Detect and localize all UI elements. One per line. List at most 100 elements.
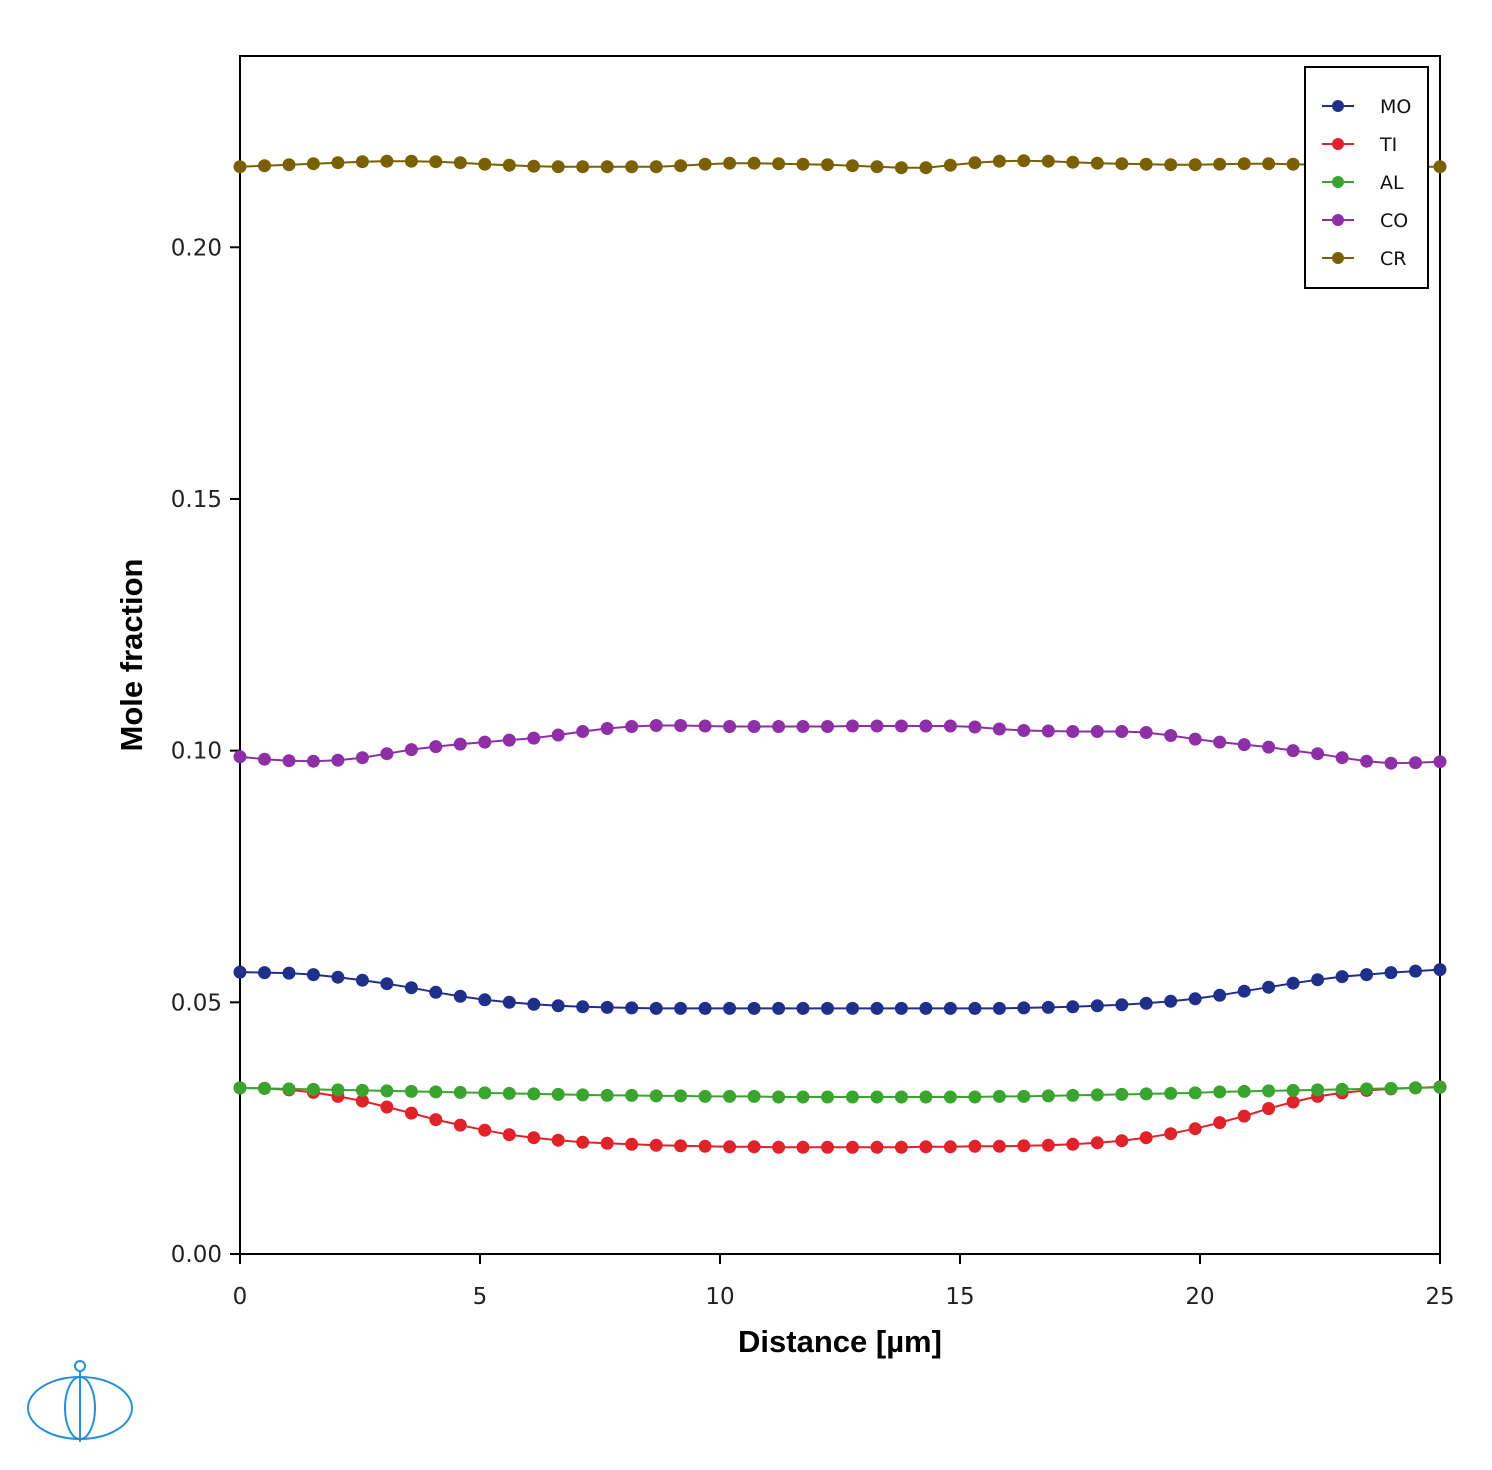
data-point-cr	[968, 156, 982, 170]
data-point-mo	[502, 995, 516, 1009]
data-point-al	[1041, 1089, 1055, 1103]
data-point-al	[772, 1090, 786, 1104]
data-point-mo	[796, 1001, 810, 1015]
data-point-cr	[1188, 158, 1202, 172]
series-line-co	[239, 724, 1441, 765]
data-point-cr	[429, 155, 443, 169]
thermo-calc-logo	[27, 1360, 133, 1442]
data-point-cr	[992, 154, 1006, 168]
data-point-mo	[674, 1001, 688, 1015]
series-layer	[233, 154, 1447, 1154]
data-point-co	[919, 719, 933, 733]
data-point-co	[894, 719, 908, 733]
data-point-al	[968, 1090, 982, 1104]
data-point-mo	[282, 966, 296, 980]
data-point-co	[258, 752, 271, 766]
data-point-mo	[233, 965, 247, 979]
x-axis-title: Distance [µm]	[738, 1324, 942, 1359]
data-point-al	[1360, 1082, 1374, 1096]
legend-marker	[1332, 100, 1344, 112]
data-point-ti	[674, 1139, 688, 1153]
data-point-mo	[1066, 1000, 1080, 1014]
data-point-co	[306, 754, 320, 768]
y-axis-title: Mole fraction	[114, 559, 149, 752]
data-point-al	[429, 1085, 443, 1099]
data-point-mo	[846, 1001, 859, 1015]
data-point-mo	[1237, 984, 1251, 998]
data-point-mo	[992, 1001, 1006, 1015]
data-point-cr	[380, 154, 394, 168]
data-point-co	[992, 722, 1006, 736]
data-point-cr	[527, 159, 541, 173]
data-point-co	[1335, 751, 1349, 765]
data-point-co	[870, 719, 884, 733]
data-point-ti	[625, 1137, 639, 1151]
data-point-ti	[1139, 1131, 1153, 1145]
data-point-co	[723, 720, 737, 733]
legend-box	[1304, 66, 1429, 289]
x-tick-label: 15	[945, 1284, 974, 1310]
x-tick-label: 0	[233, 1284, 248, 1310]
data-point-cr	[747, 156, 761, 170]
data-point-cr	[478, 157, 492, 171]
data-point-cr	[258, 159, 271, 173]
data-point-co	[1164, 729, 1178, 742]
data-point-cr	[600, 160, 614, 174]
x-tick-label: 20	[1185, 1284, 1214, 1310]
legend-item-cr: CR	[1322, 248, 1406, 270]
data-point-ti	[502, 1128, 516, 1142]
data-point-co	[576, 725, 590, 738]
data-point-cr	[1213, 157, 1227, 171]
data-point-co	[282, 754, 296, 768]
data-point-cr	[1286, 157, 1300, 171]
data-point-al	[1237, 1084, 1251, 1098]
data-point-ti	[1066, 1137, 1080, 1151]
legend-label: MO	[1380, 96, 1411, 118]
data-point-cr	[772, 157, 786, 171]
data-point-cr	[846, 159, 859, 173]
data-point-mo	[551, 999, 565, 1013]
data-point-al	[674, 1089, 688, 1103]
series-mo	[233, 963, 1447, 1015]
legend-label: TI	[1379, 134, 1397, 156]
data-point-mo	[1311, 973, 1325, 987]
data-point-mo	[772, 1001, 786, 1015]
data-point-al	[600, 1088, 614, 1102]
data-point-al	[625, 1088, 639, 1102]
data-point-cr	[1262, 157, 1276, 171]
data-point-mo	[331, 970, 345, 984]
data-point-co	[380, 747, 394, 761]
data-point-mo	[527, 997, 541, 1011]
y-tick-label: 0.05	[171, 990, 222, 1016]
data-point-cr	[821, 158, 834, 172]
data-point-al	[1286, 1083, 1300, 1097]
series-line-al	[239, 1086, 1441, 1098]
legend: MO TI AL CO CR	[1304, 66, 1429, 289]
data-point-ti	[1286, 1095, 1300, 1109]
data-point-al	[723, 1089, 737, 1103]
series-line-ti	[239, 1085, 1441, 1149]
data-point-co	[1384, 756, 1398, 770]
data-point-ti	[894, 1140, 908, 1154]
data-point-ti	[478, 1123, 492, 1137]
legend-marker	[1332, 252, 1344, 264]
data-point-mo	[576, 1000, 590, 1014]
data-point-mo	[1286, 976, 1300, 990]
data-point-co	[846, 719, 859, 733]
data-point-al	[258, 1081, 271, 1095]
series-co	[233, 719, 1447, 770]
data-point-ti	[1213, 1116, 1227, 1130]
data-point-mo	[968, 1001, 982, 1015]
data-point-ti	[747, 1140, 761, 1154]
data-point-mo	[404, 981, 418, 995]
data-point-al	[478, 1086, 492, 1100]
data-point-co	[649, 719, 663, 732]
data-point-co	[796, 720, 810, 733]
data-point-ti	[1164, 1127, 1178, 1141]
data-point-ti	[551, 1133, 565, 1147]
data-point-cr	[698, 157, 712, 171]
data-point-co	[1066, 725, 1080, 738]
data-point-co	[1139, 726, 1153, 739]
data-point-mo	[698, 1001, 712, 1015]
data-point-mo	[355, 973, 369, 987]
